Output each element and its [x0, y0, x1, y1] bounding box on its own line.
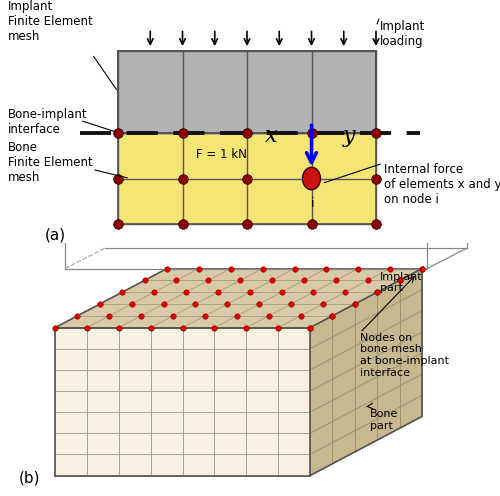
Text: i: i	[311, 197, 314, 210]
Text: (a): (a)	[44, 227, 66, 242]
Polygon shape	[55, 328, 310, 476]
Text: x: x	[265, 124, 278, 147]
Text: Bone-implant
interface: Bone-implant interface	[8, 108, 87, 136]
Text: Nodes on
bone mesh
at bone-implant
interface: Nodes on bone mesh at bone-implant inter…	[360, 333, 449, 377]
Text: F = 1 kN: F = 1 kN	[196, 148, 247, 161]
Bar	[118, 51, 376, 132]
Polygon shape	[55, 268, 422, 328]
Text: Implant
part: Implant part	[380, 272, 422, 293]
Text: Bone
part: Bone part	[370, 409, 398, 431]
Polygon shape	[310, 268, 422, 476]
Bar	[118, 132, 376, 224]
Text: Bone
Finite Element
mesh: Bone Finite Element mesh	[8, 141, 93, 184]
Text: Implant
loading: Implant loading	[380, 20, 425, 49]
Text: Internal force
of elements x and y
on node i: Internal force of elements x and y on no…	[384, 163, 500, 206]
Text: Implant
Finite Element
mesh: Implant Finite Element mesh	[8, 0, 93, 43]
Text: (b): (b)	[19, 470, 41, 485]
Ellipse shape	[302, 167, 320, 190]
Ellipse shape	[191, 208, 261, 237]
Text: y: y	[343, 124, 356, 147]
